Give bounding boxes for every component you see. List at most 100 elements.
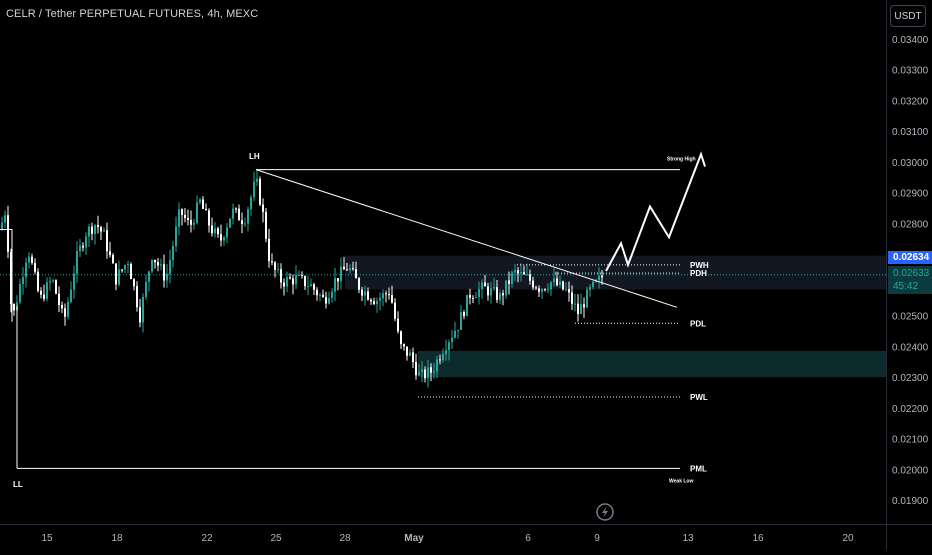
candle-body — [514, 270, 516, 273]
candle-body — [121, 269, 123, 271]
candle-body — [571, 292, 573, 304]
candle-wick — [0, 229, 13, 322]
candle-body — [67, 301, 69, 317]
candle-body — [487, 286, 489, 296]
candle-body — [43, 294, 45, 299]
current-price-badge: 0.02633 45:42 — [888, 266, 932, 294]
candle-body — [142, 296, 144, 323]
chart-title: CELR / Tether PERPETUAL FUTURES, 4h, MEX… — [6, 8, 259, 20]
candle-body — [88, 226, 90, 237]
candle-body — [526, 274, 528, 276]
candle-body — [391, 295, 393, 303]
candle-body — [211, 225, 213, 234]
candle-body — [325, 296, 327, 304]
candle-body — [499, 293, 501, 300]
candle-body — [358, 278, 360, 290]
candle-body — [154, 259, 156, 263]
price-tick-label: 0.02000 — [892, 465, 929, 476]
supply-demand-zone — [345, 255, 886, 290]
candle-body — [334, 278, 336, 292]
candles-layer — [0, 170, 603, 469]
candle-body — [64, 308, 66, 317]
candle-body — [436, 359, 438, 372]
time-tick-label: 18 — [111, 533, 123, 544]
candle-body — [4, 215, 6, 223]
price-tick-label: 0.02800 — [892, 219, 929, 230]
candle-body — [541, 289, 543, 292]
candle-body — [475, 297, 477, 299]
level-label: PDL — [690, 319, 706, 328]
lightning-icon-ring — [596, 503, 614, 521]
candle-body — [103, 230, 105, 232]
candle-body — [592, 281, 594, 288]
time-tick-label: 20 — [842, 533, 854, 544]
candle-body — [457, 329, 459, 331]
candle-body — [355, 269, 357, 279]
candle-body — [148, 271, 150, 282]
candle-body — [304, 275, 306, 287]
candle-body — [214, 228, 216, 234]
current-price: 0.02633 — [893, 268, 930, 279]
candle-body — [289, 277, 291, 279]
candle-body — [139, 307, 141, 323]
candle-body — [118, 269, 120, 285]
candle-body — [109, 251, 111, 255]
candle-body — [394, 302, 396, 319]
lightning-icon — [596, 503, 614, 521]
candle-body — [565, 289, 567, 291]
candle-body — [484, 282, 486, 287]
candle-body — [535, 287, 537, 289]
swing-label-ll: LL — [13, 480, 23, 489]
level-label: PWH — [690, 261, 709, 270]
candle-body — [529, 274, 531, 281]
candle-body — [517, 270, 519, 274]
candle-body — [13, 304, 15, 311]
candle-body — [376, 300, 378, 305]
candle-body — [235, 208, 237, 210]
candle-body — [181, 209, 183, 216]
candle-body — [223, 237, 225, 241]
candle-body — [400, 331, 402, 345]
candle-body — [490, 288, 492, 296]
candle-body — [169, 259, 171, 274]
candle-body — [208, 210, 210, 226]
price-tick-label: 0.02100 — [892, 435, 929, 446]
candle-body — [262, 204, 264, 212]
last-price-badge: 0.02634 — [888, 251, 932, 264]
candle-body — [388, 294, 390, 296]
candle-body — [265, 211, 267, 239]
candle-body — [343, 266, 345, 270]
candle-body — [268, 238, 270, 262]
candle-body — [322, 294, 324, 297]
candle-body — [46, 282, 48, 299]
candle-body — [430, 367, 432, 373]
time-tick-label: 28 — [339, 533, 351, 544]
candle-body — [364, 291, 366, 296]
candle-body — [562, 281, 564, 290]
candle-body — [205, 208, 207, 211]
price-tick-label: 0.02200 — [892, 404, 929, 415]
candle-body — [601, 275, 603, 278]
price-tick-label: 0.02500 — [892, 312, 929, 323]
level-label: PDH — [690, 269, 707, 278]
candle-body — [145, 281, 147, 297]
candle-body — [49, 280, 51, 283]
candle-body — [397, 318, 399, 332]
candle-body — [1, 222, 3, 230]
candle-body — [367, 291, 369, 300]
candle-body — [202, 199, 204, 209]
price-tick-label: 0.02400 — [892, 342, 929, 353]
candle-body — [538, 288, 540, 292]
candle-body — [472, 297, 474, 299]
level-label: Strong High — [667, 157, 696, 163]
candle-body — [307, 286, 309, 288]
currency-button[interactable]: USDT — [890, 5, 926, 27]
candle-body — [22, 277, 24, 285]
candle-body — [196, 202, 198, 223]
candle-body — [70, 289, 72, 302]
candle-body — [229, 218, 231, 228]
time-tick-label: 13 — [682, 533, 694, 544]
time-tick-label: 25 — [270, 533, 282, 544]
